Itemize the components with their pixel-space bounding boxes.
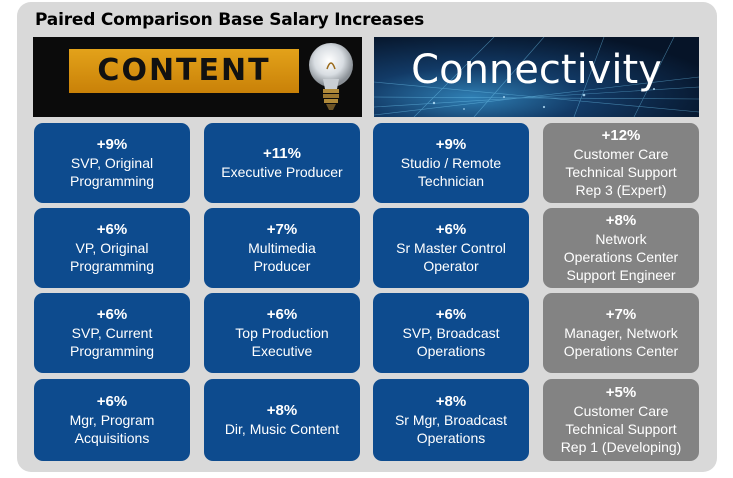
increase-percent: +6%: [96, 393, 128, 410]
job-title: Sr Master Control Operator: [396, 240, 506, 274]
increase-percent: +6%: [266, 306, 298, 323]
content-banner-text: CONTENT: [69, 49, 299, 93]
salary-card: +8% Network Operations Center Support En…: [543, 208, 699, 288]
salary-card: +5% Customer Care Technical Support Rep …: [543, 379, 699, 461]
salary-card: +9% SVP, Original Programming: [34, 123, 190, 203]
increase-percent: +8%: [605, 212, 637, 229]
job-title: Sr Mgr, Broadcast Operations: [394, 412, 508, 446]
salary-card: +6% Sr Master Control Operator: [373, 208, 529, 288]
increase-percent: +6%: [96, 221, 128, 238]
job-title: Customer Care Technical Support Rep 1 (D…: [560, 403, 682, 455]
increase-percent: +11%: [263, 145, 301, 162]
increase-percent: +12%: [601, 127, 641, 144]
content-banner: CONTENT: [33, 37, 362, 117]
job-title: Multimedia Producer: [248, 240, 316, 274]
increase-percent: +9%: [96, 136, 128, 153]
salary-card: +8% Dir, Music Content: [204, 379, 360, 461]
salary-card: +6% Top Production Executive: [204, 293, 360, 373]
salary-card: +12% Customer Care Technical Support Rep…: [543, 123, 699, 203]
connectivity-banner-text: Connectivity: [411, 47, 662, 93]
salary-card: +6% Mgr, Program Acquisitions: [34, 379, 190, 461]
job-title: SVP, Broadcast Operations: [402, 325, 500, 359]
job-title: Studio / Remote Technician: [400, 155, 502, 189]
salary-card: +6% SVP, Current Programming: [34, 293, 190, 373]
increase-percent: +8%: [266, 402, 298, 419]
salary-card: +6% VP, Original Programming: [34, 208, 190, 288]
salary-card: +7% Multimedia Producer: [204, 208, 360, 288]
salary-card: +11% Executive Producer: [204, 123, 360, 203]
increase-percent: +6%: [96, 306, 128, 323]
job-title: Dir, Music Content: [224, 421, 340, 437]
increase-percent: +7%: [605, 306, 637, 323]
salary-card: +9% Studio / Remote Technician: [373, 123, 529, 203]
job-title: SVP, Current Programming: [69, 325, 155, 359]
increase-percent: +6%: [435, 221, 467, 238]
network-lines-graphic: [374, 37, 699, 117]
job-title: Top Production Executive: [235, 325, 329, 359]
connectivity-banner: Connectivity: [374, 37, 699, 117]
increase-percent: +9%: [435, 136, 467, 153]
increase-percent: +5%: [605, 384, 637, 401]
increase-percent: +6%: [435, 306, 467, 323]
job-title: Manager, Network Operations Center: [563, 325, 679, 359]
increase-percent: +7%: [266, 221, 298, 238]
job-title: VP, Original Programming: [69, 240, 155, 274]
salary-card: +7% Manager, Network Operations Center: [543, 293, 699, 373]
job-title: Network Operations Center Support Engine…: [563, 231, 679, 283]
page-title: Paired Comparison Base Salary Increases: [35, 10, 425, 30]
salary-card: +6% SVP, Broadcast Operations: [373, 293, 529, 373]
job-title: SVP, Original Programming: [69, 155, 155, 189]
increase-percent: +8%: [435, 393, 467, 410]
job-title: Customer Care Technical Support Rep 3 (E…: [565, 146, 677, 198]
job-title: Mgr, Program Acquisitions: [69, 412, 155, 446]
job-title: Executive Producer: [221, 164, 343, 180]
salary-card: +8% Sr Mgr, Broadcast Operations: [373, 379, 529, 461]
light-bulb-icon: [309, 43, 353, 110]
